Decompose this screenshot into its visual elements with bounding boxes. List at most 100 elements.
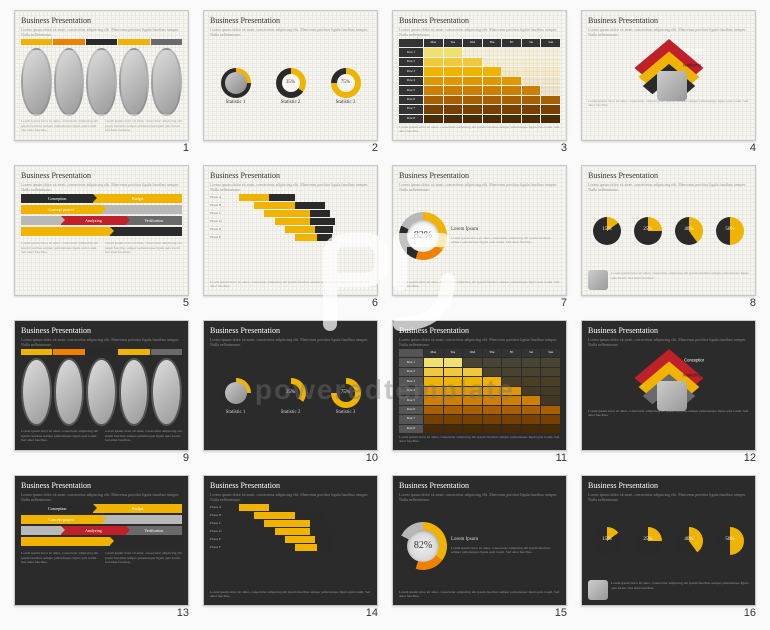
slide-title: Business Presentation xyxy=(210,481,371,491)
photo-circle xyxy=(119,48,150,116)
thumbnail-grid: Business Presentation Lorem ipsum dolor s… xyxy=(14,10,756,620)
slide-title: Business Presentation xyxy=(210,326,371,336)
slide-title: Business Presentation xyxy=(21,171,182,181)
slide-number: 10 xyxy=(366,452,378,464)
slide-thumbnail[interactable]: Business PresentationLorem ipsum dolor s… xyxy=(14,10,189,141)
svg-text:Analyzing: Analyzing xyxy=(682,63,701,68)
slide-body: MonTueWedThuFriSatSunRow 1Row 2Row 3Row … xyxy=(399,39,560,135)
slide-body: Conception Analyzing Lorem ipsum dolor s… xyxy=(588,349,749,445)
photo-circle xyxy=(54,48,85,116)
slide-number: 13 xyxy=(177,607,189,619)
slide-body: Statistic 135%Statistic 275%Statistic 3 xyxy=(210,349,371,445)
slide-thumbnail[interactable]: Business Presentation Lorem ipsum dolor s… xyxy=(203,10,378,141)
photo-circle xyxy=(21,358,52,426)
slide-subtitle: Lorem ipsum dolor sit amet, consectetur … xyxy=(399,183,560,191)
slide-body: Lorem ipsum dolor sit amet, consectetur … xyxy=(21,349,182,445)
slide-thumbnail[interactable]: Business PresentationLorem ipsum dolor s… xyxy=(14,320,189,451)
thumbnail-cell: Business Presentation Lorem ipsum dolor s… xyxy=(581,10,756,155)
slide-number: 9 xyxy=(183,452,189,464)
slide-body: 82%Lorem IpsumLorem ipsum dolor sit amet… xyxy=(399,194,560,290)
photo-circle xyxy=(21,48,52,116)
page-root: Business Presentation Lorem ipsum dolor s… xyxy=(0,0,770,630)
photo-circle xyxy=(151,48,182,116)
slide-title: Business Presentation xyxy=(210,16,371,26)
thumbnail-cell: Business Presentation Lorem ipsum dolor s… xyxy=(14,165,189,310)
slide-thumbnail[interactable]: Business Presentation Lorem ipsum dolor s… xyxy=(203,320,378,451)
slide-body: 15%25%40%50%Lorem ipsum dolor sit amet, … xyxy=(588,504,749,600)
photo-circle xyxy=(119,358,150,426)
slide-subtitle: Lorem ipsum dolor sit amet, consectetur … xyxy=(588,493,749,501)
slide-number: 8 xyxy=(750,297,756,309)
slide-subtitle: Lorem ipsum dolor sit amet, consectetur … xyxy=(588,338,749,346)
slide-subtitle: Lorem ipsum dolor sit amet, consectetur … xyxy=(588,183,749,191)
slide-subtitle: Lorem ipsum dolor sit amet, consectetur … xyxy=(21,183,182,191)
slide-body: Conception Analyzing Lorem ipsum dolor s… xyxy=(588,39,749,135)
slide-thumbnail[interactable]: Business Presentation Lorem ipsum dolor s… xyxy=(581,320,756,451)
slide-number: 5 xyxy=(183,297,189,309)
slide-subtitle: Lorem ipsum dolor sit amet, consectetur … xyxy=(210,338,371,346)
footer-image xyxy=(588,580,608,600)
slide-subtitle: Lorem ipsum dolor sit amet, consectetur … xyxy=(21,338,182,346)
slide-thumbnail[interactable]: Business Presentation Lorem ipsum dolor s… xyxy=(581,10,756,141)
slide-body: MonTueWedThuFriSatSunRow 1Row 2Row 3Row … xyxy=(399,349,560,445)
footer-image xyxy=(588,270,608,290)
slide-thumbnail[interactable]: Business Presentation Lorem ipsum dolor s… xyxy=(14,165,189,296)
slide-body: ConceptionBudgetConcept projectAnalyzing… xyxy=(21,194,182,290)
slide-thumbnail[interactable]: Business Presentation Lorem ipsum dolor s… xyxy=(392,320,567,451)
thumbnail-cell: Business Presentation Lorem ipsum dolor s… xyxy=(581,475,756,620)
slide-body: Phase APhase BPhase CPhase DPhase EPhase… xyxy=(210,194,371,290)
thumbnail-cell: Business Presentation Lorem ipsum dolor s… xyxy=(392,165,567,310)
slide-body: 15%25%40%50%Lorem ipsum dolor sit amet, … xyxy=(588,194,749,290)
slide-thumbnail[interactable]: Business Presentation Lorem ipsum dolor s… xyxy=(392,165,567,296)
slide-number: 16 xyxy=(744,607,756,619)
slide-subtitle: Lorem ipsum dolor sit amet, consectetur … xyxy=(21,493,182,501)
thumbnail-cell: Business Presentation Lorem ipsum dolor s… xyxy=(581,320,756,465)
slide-title: Business Presentation xyxy=(588,326,749,336)
slide-thumbnail[interactable]: Business PresentationLorem ipsum dolor s… xyxy=(392,475,567,606)
slide-subtitle: Lorem ipsum dolor sit amet, consectetur … xyxy=(588,28,749,36)
slide-thumbnail[interactable]: Business PresentationLorem ipsum dolor s… xyxy=(203,475,378,606)
thumbnail-cell: Business PresentationLorem ipsum dolor s… xyxy=(14,10,189,155)
slide-number: 1 xyxy=(183,142,189,154)
thumbnail-cell: Business PresentationLorem ipsum dolor s… xyxy=(392,475,567,620)
slide-subtitle: Lorem ipsum dolor sit amet, consectetur … xyxy=(399,28,560,36)
slide-thumbnail[interactable]: Business PresentationLorem ipsum dolor s… xyxy=(203,165,378,296)
thumbnail-cell: Business Presentation Lorem ipsum dolor s… xyxy=(392,10,567,155)
slide-subtitle: Lorem ipsum dolor sit amet, consectetur … xyxy=(399,338,560,346)
slide-title: Business Presentation xyxy=(588,16,749,26)
slide-body: Statistic 135%Statistic 275%Statistic 3 xyxy=(210,39,371,135)
slide-number: 3 xyxy=(561,142,567,154)
slide-title: Business Presentation xyxy=(399,16,560,26)
thumbnail-cell: Business Presentation Lorem ipsum dolor s… xyxy=(203,320,378,465)
slide-title: Business Presentation xyxy=(588,171,749,181)
thumbnail-cell: Business Presentation Lorem ipsum dolor s… xyxy=(581,165,756,310)
slide-number: 15 xyxy=(555,607,567,619)
slide-body: ConceptionBudgetConcept projectAnalyzing… xyxy=(21,504,182,600)
photo-circle xyxy=(54,358,85,426)
slide-number: 14 xyxy=(366,607,378,619)
slide-number: 2 xyxy=(372,142,378,154)
slide-thumbnail[interactable]: Business Presentation Lorem ipsum dolor s… xyxy=(581,475,756,606)
slide-title: Business Presentation xyxy=(399,171,560,181)
slide-thumbnail[interactable]: Business Presentation Lorem ipsum dolor s… xyxy=(392,10,567,141)
thumbnail-cell: Business Presentation Lorem ipsum dolor s… xyxy=(392,320,567,465)
slide-title: Business Presentation xyxy=(21,16,182,26)
slide-number: 12 xyxy=(744,452,756,464)
slide-number: 11 xyxy=(556,452,567,464)
slide-subtitle: Lorem ipsum dolor sit amet, consectetur … xyxy=(210,28,371,36)
svg-text:Conception: Conception xyxy=(684,357,704,362)
thumbnail-cell: Business PresentationLorem ipsum dolor s… xyxy=(203,475,378,620)
thumbnail-cell: Business PresentationLorem ipsum dolor s… xyxy=(14,320,189,465)
slide-title: Business Presentation xyxy=(588,481,749,491)
slide-body: Phase APhase BPhase CPhase DPhase EPhase… xyxy=(210,504,371,600)
photo-circle xyxy=(86,358,117,426)
svg-text:Conception: Conception xyxy=(684,47,704,52)
slide-thumbnail[interactable]: Business PresentationLorem ipsum dolor s… xyxy=(14,475,189,606)
slide-title: Business Presentation xyxy=(399,326,560,336)
slide-thumbnail[interactable]: Business Presentation Lorem ipsum dolor s… xyxy=(581,165,756,296)
thumbnail-cell: Business Presentation Lorem ipsum dolor s… xyxy=(203,10,378,155)
slide-subtitle: Lorem ipsum dolor sit amet, consectetur … xyxy=(210,183,371,191)
photo-circle xyxy=(86,48,117,116)
slide-number: 6 xyxy=(372,297,378,309)
thumbnail-cell: Business PresentationLorem ipsum dolor s… xyxy=(14,475,189,620)
